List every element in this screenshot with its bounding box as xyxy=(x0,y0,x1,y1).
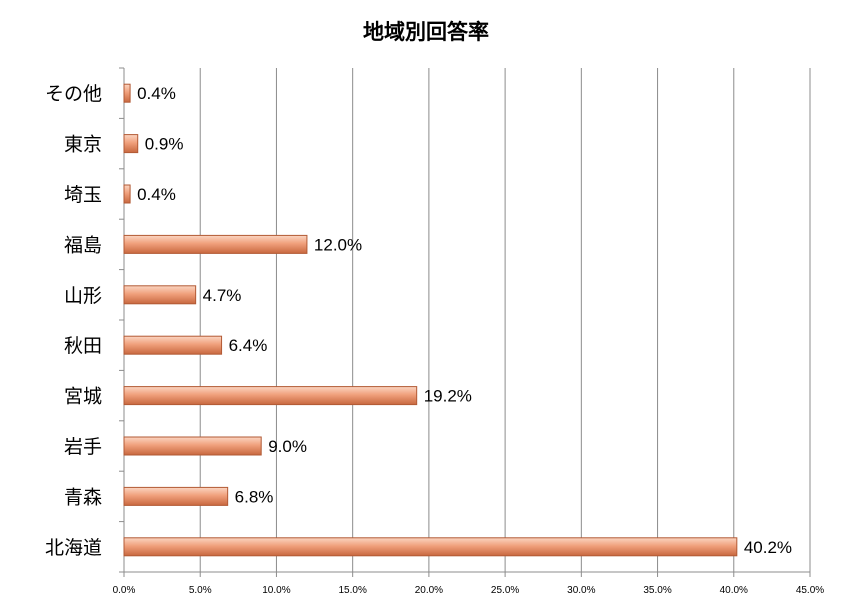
bar xyxy=(123,184,131,204)
data-label: 6.4% xyxy=(229,336,268,355)
data-label: 12.0% xyxy=(314,235,362,254)
bar xyxy=(123,83,131,103)
bar xyxy=(123,134,139,154)
category-label: 岩手 xyxy=(64,436,102,458)
bar xyxy=(123,386,418,406)
bar xyxy=(123,234,308,254)
x-tick-label: 30.0% xyxy=(567,585,595,596)
bar xyxy=(123,486,229,506)
x-tick-label: 40.0% xyxy=(720,585,748,596)
gridlines xyxy=(199,68,811,572)
x-tick-label: 45.0% xyxy=(796,585,824,596)
x-tick-label: 25.0% xyxy=(491,585,519,596)
x-tick-label: 10.0% xyxy=(262,585,290,596)
data-label: 19.2% xyxy=(424,387,472,406)
bar xyxy=(123,285,197,305)
data-label: 9.0% xyxy=(268,437,307,456)
category-label: 山形 xyxy=(64,285,102,307)
x-tick-label: 5.0% xyxy=(189,585,212,596)
chart-title: 地域別回答率 xyxy=(363,20,489,44)
x-tick-label: 15.0% xyxy=(338,585,366,596)
category-label: 北海道 xyxy=(45,537,102,559)
bar xyxy=(123,537,738,557)
labels: 0.0% 5.0% 10.0% 15.0% 20.0% 25.0% 30.0% 35.0% 40… xyxy=(45,83,824,596)
data-label: 0.9% xyxy=(145,135,184,154)
category-label: 東京 xyxy=(64,134,102,156)
data-label: 6.8% xyxy=(235,487,274,506)
data-label: 0.4% xyxy=(137,185,176,204)
category-label: 福島 xyxy=(64,234,102,256)
category-label: 埼玉 xyxy=(64,184,102,206)
category-label: 秋田 xyxy=(64,335,102,357)
x-tick-label: 0.0% xyxy=(113,585,136,596)
category-label: 青森 xyxy=(64,486,102,508)
bar xyxy=(123,335,223,355)
bars xyxy=(123,83,738,557)
data-label: 0.4% xyxy=(137,84,176,103)
category-label: 宮城 xyxy=(64,386,102,408)
category-label: その他 xyxy=(45,83,102,105)
x-tick-label: 35.0% xyxy=(643,585,671,596)
bar xyxy=(123,436,262,456)
x-tick-label: 20.0% xyxy=(415,585,443,596)
data-label: 4.7% xyxy=(203,286,242,305)
data-label: 40.2% xyxy=(744,538,792,557)
